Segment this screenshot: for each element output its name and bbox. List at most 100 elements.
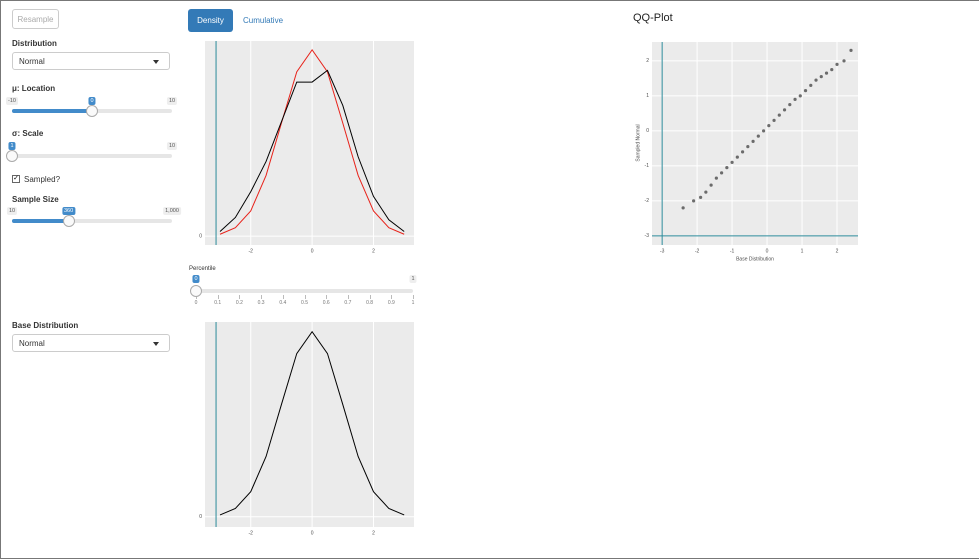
slider-tick bbox=[326, 295, 328, 299]
qq-point bbox=[772, 118, 776, 122]
slider-tick-label: 0.5 bbox=[301, 300, 308, 306]
slider-tick-label: 0.7 bbox=[344, 300, 352, 306]
slider-tick-label: 0.9 bbox=[387, 300, 395, 306]
qq-point bbox=[730, 160, 734, 164]
slider-handle[interactable] bbox=[62, 215, 75, 227]
x-tick-label: 2 bbox=[372, 248, 375, 254]
slider-tick-label: 1 bbox=[411, 300, 415, 306]
tab-density[interactable]: Density bbox=[188, 9, 233, 32]
slider-handle[interactable] bbox=[6, 150, 18, 162]
sampled-label: Sampled? bbox=[24, 175, 61, 184]
slider-fill bbox=[12, 109, 92, 113]
scale-label: σ: Scale bbox=[12, 129, 44, 138]
density-curve bbox=[219, 330, 405, 516]
qq-point bbox=[761, 129, 766, 133]
x-tick-label: 2 bbox=[372, 530, 375, 536]
slider-tick bbox=[304, 295, 306, 299]
x-tick-label: -1 bbox=[730, 248, 735, 254]
qq-point bbox=[735, 155, 739, 159]
density-curve bbox=[219, 48, 405, 235]
y-tick-label: -1 bbox=[645, 163, 650, 169]
base-distribution-label: Base Distribution bbox=[12, 321, 79, 330]
slider-tick bbox=[369, 295, 371, 299]
qq-point bbox=[798, 94, 802, 98]
qq-point bbox=[788, 103, 792, 107]
slider-max-label: 1 bbox=[409, 275, 417, 283]
slider-tick-label: 0.3 bbox=[257, 300, 265, 306]
slider-tick bbox=[391, 295, 393, 299]
distribution-label: Distribution bbox=[12, 39, 57, 48]
slider-tick bbox=[413, 295, 414, 299]
location-label: μ: Location bbox=[12, 84, 56, 93]
slider-track bbox=[12, 219, 172, 223]
qq-point bbox=[751, 139, 755, 143]
qq-point bbox=[835, 62, 839, 66]
y-tick-label: -2 bbox=[645, 198, 650, 204]
slider-tick bbox=[196, 295, 197, 299]
sample-size-label: Sample Size bbox=[12, 195, 59, 204]
qq-point bbox=[824, 71, 829, 75]
qq-point bbox=[793, 97, 797, 101]
slider-value-label: 1 bbox=[8, 142, 16, 150]
x-tick-label: 1 bbox=[801, 248, 804, 254]
base-distribution-select[interactable]: Normal bbox=[12, 334, 170, 352]
x-tick-label: -2 bbox=[249, 530, 254, 536]
percentile-label: Percentile bbox=[189, 266, 216, 272]
y-tick-label: 0 bbox=[646, 128, 649, 134]
slider-handle[interactable] bbox=[190, 285, 202, 297]
qq-point bbox=[830, 68, 834, 72]
slider-fill bbox=[12, 219, 69, 223]
qq-point bbox=[782, 108, 787, 112]
qq-point bbox=[809, 83, 813, 87]
qq-x-label: Base Distribution bbox=[736, 256, 774, 262]
slider-value-label: 0 bbox=[88, 97, 96, 105]
qq-point bbox=[725, 166, 729, 170]
qq-point bbox=[692, 199, 696, 203]
y-tick-label: 2 bbox=[646, 58, 649, 64]
x-tick-label: 2 bbox=[836, 248, 839, 254]
qq-point bbox=[714, 176, 718, 180]
distribution-select[interactable]: Normal bbox=[12, 52, 170, 70]
y-tick-label: 1 bbox=[646, 93, 649, 99]
qq-point bbox=[709, 183, 713, 187]
qq-point bbox=[699, 195, 703, 199]
x-tick-label: -2 bbox=[249, 248, 254, 254]
x-tick-label: 0 bbox=[766, 248, 769, 254]
slider-min-label: -10 bbox=[6, 97, 18, 105]
tab-cumulative[interactable]: Cumulative bbox=[243, 16, 284, 25]
slider-min-label: 10 bbox=[6, 207, 18, 215]
slider-tick bbox=[347, 295, 349, 299]
slider-tick-label: 0.4 bbox=[279, 300, 287, 306]
x-tick-label: -2 bbox=[695, 248, 700, 254]
qq-point bbox=[756, 134, 760, 138]
density-curve bbox=[219, 69, 405, 232]
y-tick-label: 0 bbox=[199, 514, 202, 520]
slider-tick-label: 0.2 bbox=[235, 300, 243, 306]
resample-button[interactable]: Resample bbox=[12, 9, 59, 29]
slider-tick bbox=[239, 295, 241, 299]
qq-point bbox=[814, 78, 818, 82]
slider-tick-label: 0.6 bbox=[322, 300, 330, 306]
slider-tick bbox=[282, 295, 284, 299]
slider-track bbox=[196, 289, 413, 293]
slider-tick bbox=[217, 295, 219, 299]
slider-handle[interactable] bbox=[86, 105, 98, 117]
plot-panel bbox=[205, 41, 414, 245]
slider-max-label: 10 bbox=[166, 97, 178, 105]
sampled-checkbox[interactable]: ✓ bbox=[12, 175, 20, 183]
qq-point bbox=[681, 206, 685, 210]
slider-max-label: 10 bbox=[166, 142, 178, 150]
slider-tick-label: 0.8 bbox=[366, 300, 374, 306]
x-tick-label: 0 bbox=[311, 248, 314, 254]
qq-point bbox=[849, 48, 853, 53]
slider-max-label: 1,000 bbox=[163, 207, 181, 215]
slider-value-label: 360 bbox=[61, 207, 76, 215]
qq-point bbox=[803, 89, 808, 93]
qq-point bbox=[746, 145, 750, 149]
qq-y-label: Sampled Normal bbox=[635, 124, 641, 161]
qq-point bbox=[740, 150, 745, 154]
slider-tick-label: 0.1 bbox=[214, 300, 222, 306]
x-tick-label: 0 bbox=[311, 530, 314, 536]
plot-panel bbox=[652, 42, 858, 245]
